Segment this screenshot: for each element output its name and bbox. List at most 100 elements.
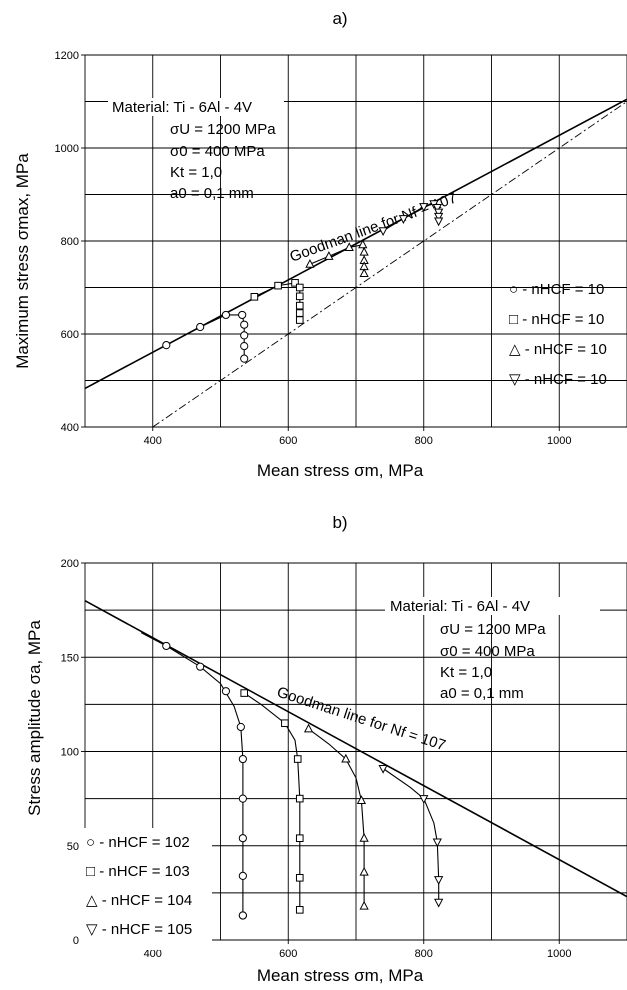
panel-b-material: Material: Ti - 6Al - 4V: [390, 598, 530, 615]
panel-b-marker-triangle-down: [378, 764, 388, 774]
panel-a-legend-square: □ - nHCF = 10: [509, 311, 604, 328]
panel-a-marker-square: [291, 279, 299, 287]
panel-b-y-tick-label: 0: [73, 935, 79, 947]
panel-b-marker-triangle-down: [432, 838, 442, 848]
panel-a-x-axis-label: Mean stress σm, MPa: [257, 461, 424, 480]
panel-a-marker-circle: [240, 331, 249, 340]
panel-b-marker-square: [295, 834, 304, 843]
panel-b-marker-circle: [196, 662, 205, 671]
panel-a-marker-circle: [221, 310, 231, 320]
panel-b-marker-triangle-down: [434, 898, 444, 908]
panel-a-marker-triangle-up: [344, 242, 354, 252]
panel-b-marker-triangle-up: [359, 832, 369, 842]
panel-a-marker-triangle-down: [434, 217, 444, 227]
panel-a-marker-square: [295, 316, 304, 324]
panel-b-marker-circle: [238, 871, 247, 881]
panel-b-marker-square: [295, 906, 304, 914]
panel-a-legend: ○ - nHCF = 10 □ - nHCF = 10 △ - nHCF = 1…: [509, 281, 607, 388]
panel-b-marker-square: [293, 755, 302, 763]
panel-b-label: b): [332, 513, 347, 532]
panel-a-sigma-0: σ0 = 400 MPa: [170, 143, 265, 160]
panel-b-x-axis-label: Mean stress σm, MPa: [257, 966, 424, 985]
panel-b-goodman-line: [84, 599, 627, 898]
panel-a-marker-square: [295, 283, 304, 292]
panel-b-marker-triangle-up: [303, 723, 314, 733]
panel-a-x-tick-label: 600: [279, 435, 297, 447]
panel-a-marker-triangle-down: [434, 208, 444, 218]
panel-b-marker-circle: [238, 911, 247, 920]
panel-b-marker-square: [240, 689, 249, 697]
panel-a-marker-square: [274, 281, 282, 290]
panel-a-x-tick-label: 1000: [547, 435, 571, 447]
panel-b-y-tick-label: 100: [61, 747, 79, 759]
panel-b-series-path-square: [243, 692, 301, 910]
panel-a-legend-circle: ○ - nHCF = 10: [509, 281, 604, 298]
panel-b-chart: b) 400 600 800 1000 0 50 100 150 200 Mean stress…: [25, 513, 627, 985]
panel-a-marker-circle: [240, 354, 249, 363]
panel-b-legend-circle: ○ - nHCF = 102: [86, 834, 190, 851]
panel-a-y-axis-label: Maximum stress σmax, MPa: [13, 153, 32, 369]
panel-b-marker-square: [281, 719, 289, 728]
panel-a-a0: a0 = 0,1 mm: [170, 185, 254, 202]
panel-b-x-tick-label: 1000: [547, 948, 571, 960]
panel-a-y-tick-label: 400: [61, 422, 79, 434]
panel-a-y-tick-label: 800: [61, 236, 79, 248]
panel-b-legend-backdrop: [80, 828, 212, 950]
panel-a-y-tick-label: 1200: [55, 50, 79, 62]
panel-a-marker-square: [295, 301, 304, 310]
panel-b-markers: [162, 641, 444, 920]
panel-a-marker-circle: [240, 320, 249, 329]
panel-a-y-tick-label: 1000: [55, 143, 79, 155]
panel-a-marker-square: [250, 293, 259, 301]
panel-b-marker-triangle-up: [359, 900, 369, 910]
panel-a-info-backdrop: [108, 98, 284, 116]
panel-b-x-tick-label: 800: [415, 948, 433, 960]
panel-b-y-tick-label: 150: [61, 652, 79, 664]
panel-a-tick-labels: 400 600 800 1000 400 600 800 1000 1200: [55, 50, 572, 447]
panel-a-marker-triangle-up: [359, 268, 369, 278]
panel-b-y-tick-label: 200: [61, 558, 79, 570]
panel-a-marker-triangle-down: [398, 215, 409, 224]
panel-b-sigma-u: σU = 1200 MPa: [440, 621, 546, 638]
panel-a-series-path-circle: [166, 314, 245, 359]
panel-a-legend-triangle-down: ▽ - nHCF = 10: [509, 371, 607, 388]
panel-a-chart: a) 400 600 800 1000 400 600 800 1000 1200 Mean s…: [13, 9, 627, 480]
panel-b-sigma-0: σ0 = 400 MPa: [440, 643, 535, 660]
panel-b-marker-circle: [238, 754, 247, 764]
panel-b-marker-circle: [236, 722, 245, 732]
panel-b-x-tick-label: 400: [144, 948, 162, 960]
panel-b-marker-circle: [238, 794, 247, 803]
panel-a-marker-triangle-down: [419, 203, 429, 212]
panel-a-marker-circle: [238, 310, 247, 320]
panel-b-legend-square: □ - nHCF = 103: [86, 863, 190, 880]
panel-b-marker-triangle-up: [341, 753, 351, 763]
panel-b-legend-triangle-down: ▽ - nHCF = 105: [86, 921, 192, 938]
panel-b-grid: [81, 562, 627, 944]
panel-a-marker-circle: [196, 322, 205, 332]
panel-b-y-tick-label: 50: [67, 841, 79, 853]
panel-a-marker-triangle-up: [324, 251, 334, 260]
panel-b-marker-circle: [162, 641, 171, 651]
panel-a-marker-circle: [162, 341, 171, 350]
panel-a-marker-triangle-up: [358, 239, 368, 249]
panel-a-material: Material: Ti - 6Al - 4V: [112, 99, 252, 116]
panel-b-marker-triangle-down: [434, 876, 444, 885]
panel-a-x-tick-label: 400: [144, 435, 162, 447]
panel-a-sigma-u: σU = 1200 MPa: [170, 121, 276, 138]
panel-a-x-tick-label: 800: [415, 435, 433, 447]
panel-b-legend: ○ - nHCF = 102 □ - nHCF = 103 △ - nHCF =…: [80, 828, 212, 950]
panel-a-marker-triangle-down: [432, 204, 442, 213]
panel-b-marker-triangle-down: [419, 795, 429, 804]
panel-a-marker-triangle-down: [434, 212, 444, 222]
panel-b-kt: Kt = 1,0: [440, 664, 492, 681]
panel-b-marker-circle: [221, 687, 231, 696]
panel-b-marker-square: [295, 794, 304, 803]
panel-b-marker-triangle-up: [359, 866, 369, 876]
panel-b-marker-square: [295, 873, 304, 882]
panel-a-marker-square: [295, 292, 304, 301]
panel-a-marker-square: [295, 309, 304, 317]
panel-a-markers: [162, 200, 444, 363]
panel-a-marker-triangle-down: [378, 227, 388, 237]
panel-a-marker-triangle-up: [359, 246, 369, 256]
